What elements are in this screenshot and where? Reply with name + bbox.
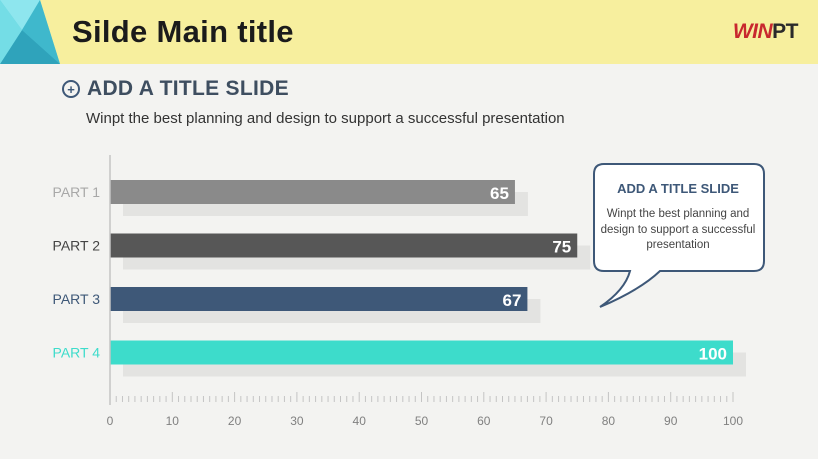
polygon-decoration-icon	[0, 0, 60, 64]
page-title: Silde Main title	[72, 14, 294, 49]
bar	[110, 233, 578, 258]
x-tick-label: 70	[539, 414, 553, 428]
section-description: Winpt the best planning and design to su…	[86, 110, 565, 127]
section-heading: + ADD A TITLE SLIDE	[62, 77, 289, 101]
bar	[110, 180, 515, 204]
x-tick-label: 0	[107, 414, 114, 428]
x-tick-label: 50	[415, 414, 429, 428]
bar	[110, 287, 528, 311]
x-tick-label: 80	[602, 414, 616, 428]
speech-bubble	[593, 163, 765, 308]
x-tick-label: 60	[477, 414, 491, 428]
bar-value-label: 65	[490, 184, 509, 203]
header-bar: Silde Main title WINPT	[0, 0, 818, 64]
bar-value-label: 67	[502, 291, 521, 310]
bar-value-label: 75	[552, 238, 571, 257]
x-tick-label: 30	[290, 414, 304, 428]
bar-value-label: 100	[699, 345, 727, 364]
category-label: PART 1	[53, 184, 101, 200]
x-tick-label: 100	[723, 414, 743, 428]
brand-logo: WINPT	[732, 20, 799, 43]
bar	[110, 340, 733, 365]
x-tick-label: 40	[353, 414, 367, 428]
section-title: ADD A TITLE SLIDE	[87, 77, 289, 100]
callout-title: ADD A TITLE SLIDE	[617, 181, 739, 196]
plus-circle-icon: +	[62, 80, 80, 98]
callout-text: Winpt the best planning and design to su…	[600, 208, 756, 252]
x-tick-label: 90	[664, 414, 678, 428]
x-tick-label: 20	[228, 414, 242, 428]
category-label: PART 2	[53, 238, 101, 254]
category-label: PART 3	[53, 291, 101, 307]
x-tick-label: 10	[166, 414, 180, 428]
category-label: PART 4	[53, 345, 101, 361]
